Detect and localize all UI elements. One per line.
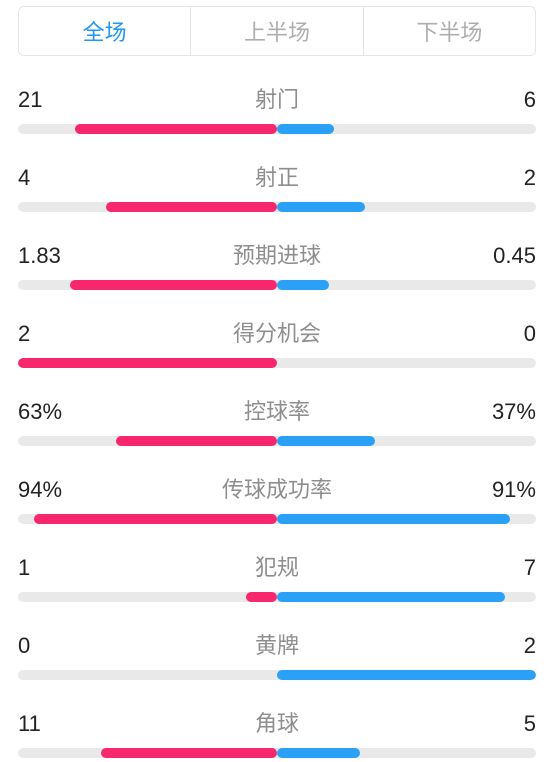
stats-container: 21射门64射正21.83预期进球0.452得分机会063%控球率37%94%传… [0,82,554,762]
stat-row: 63% 控球率 37% [18,394,536,446]
stat-row: 0 黄牌 2 [18,628,536,680]
stat-bar-right [277,514,510,524]
stat-value-left: 21 [18,87,78,113]
stat-header: 21 射门 6 [18,82,536,114]
stat-label: 黄牌 [255,628,299,660]
stat-value-left: 1.83 [18,243,78,269]
stat-label: 传球成功率 [222,472,332,504]
stat-value-left: 4 [18,165,78,191]
stat-bar-left [18,358,277,368]
stat-value-left: 1 [18,555,78,581]
tab-full[interactable]: 全场 [19,7,190,55]
stat-bar-right [277,592,505,602]
stat-bar [18,592,536,602]
stat-bar [18,280,536,290]
stat-header: 0 黄牌 2 [18,628,536,660]
stat-bar-left [116,436,277,446]
stat-bar-left [101,748,277,758]
stat-bar-left [75,124,277,134]
stat-row: 2 得分机会 0 [18,316,536,368]
tab-second[interactable]: 下半场 [363,7,535,55]
stat-label: 犯规 [255,550,299,582]
stat-label: 得分机会 [233,316,321,348]
stat-bar [18,748,536,758]
tab-first[interactable]: 上半场 [190,7,362,55]
stat-header: 2 得分机会 0 [18,316,536,348]
stat-value-right: 91% [476,477,536,503]
stat-value-right: 0.45 [476,243,536,269]
stat-row: 4 射正 2 [18,160,536,212]
stat-label: 角球 [255,706,299,738]
stat-bar [18,436,536,446]
stat-row: 1.83 预期进球 0.45 [18,238,536,290]
stat-bar [18,670,536,680]
stat-bar [18,358,536,368]
stat-header: 1.83 预期进球 0.45 [18,238,536,270]
period-tabs: 全场 上半场 下半场 [18,6,536,56]
stat-bar-right [277,202,365,212]
stat-row: 11 角球 5 [18,706,536,758]
tab-label: 下半场 [416,15,482,47]
stat-bar-right [277,124,334,134]
stat-header: 4 射正 2 [18,160,536,192]
stat-header: 63% 控球率 37% [18,394,536,426]
stat-bar-right [277,280,329,290]
stat-row: 94% 传球成功率 91% [18,472,536,524]
stat-bar [18,514,536,524]
stat-value-right: 7 [476,555,536,581]
stat-row: 21 射门 6 [18,82,536,134]
stat-bar-right [277,436,375,446]
stat-value-right: 5 [476,711,536,737]
stat-value-right: 2 [476,165,536,191]
stat-bar [18,124,536,134]
stat-value-right: 37% [476,399,536,425]
stat-bar-left [70,280,277,290]
stat-bar-left [246,592,277,602]
stat-header: 94% 传球成功率 91% [18,472,536,504]
stat-value-right: 0 [476,321,536,347]
stat-header: 11 角球 5 [18,706,536,738]
stat-bar-right [277,748,360,758]
stat-value-right: 2 [476,633,536,659]
stat-bar-left [34,514,277,524]
stat-value-left: 63% [18,399,78,425]
stat-bar-left [106,202,277,212]
stat-row: 1 犯规 7 [18,550,536,602]
tab-label: 全场 [83,15,127,47]
tab-label: 上半场 [244,15,310,47]
stat-label: 控球率 [244,394,310,426]
stat-bar-right [277,670,536,680]
stat-label: 射门 [255,82,299,114]
stat-value-right: 6 [476,87,536,113]
stat-value-left: 94% [18,477,78,503]
stat-value-left: 0 [18,633,78,659]
stat-label: 射正 [255,160,299,192]
stat-value-left: 2 [18,321,78,347]
stat-value-left: 11 [18,711,78,737]
stat-bar [18,202,536,212]
stat-label: 预期进球 [233,238,321,270]
stat-header: 1 犯规 7 [18,550,536,582]
